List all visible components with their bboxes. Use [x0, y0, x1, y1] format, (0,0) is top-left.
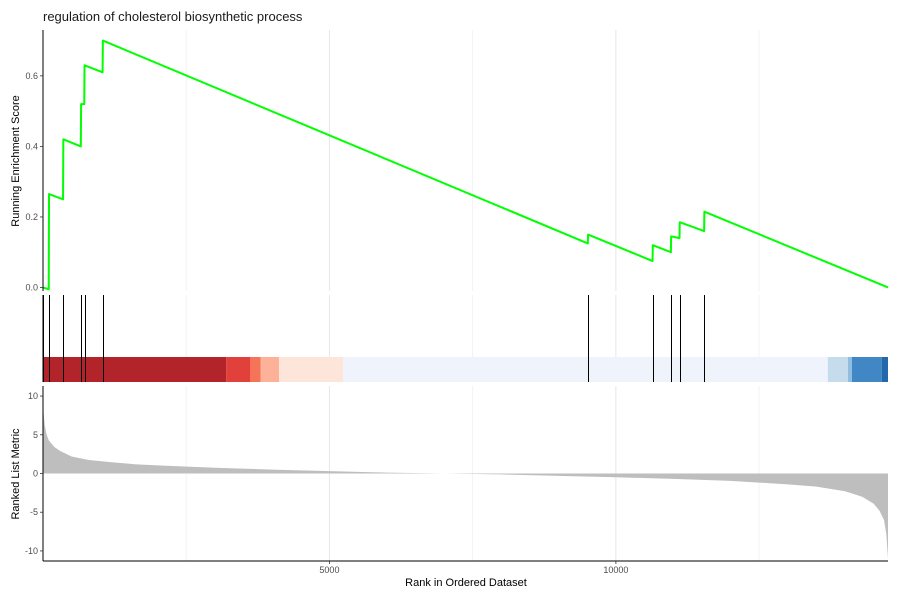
es-tick-label-3: 0.6	[25, 71, 38, 81]
metric-tick-label-1: 5	[33, 430, 38, 440]
enrichment-gridlines	[185, 30, 760, 291]
y-axis-label-metric: Ranked List Metric	[10, 428, 22, 520]
ranked-metric-fill	[43, 399, 888, 559]
metric-tick-label-3: -5	[30, 507, 38, 517]
metric-tick-label-0: 10	[28, 391, 38, 401]
color-band-6	[827, 357, 848, 382]
color-band-8	[851, 357, 882, 382]
color-band-9	[881, 357, 888, 382]
color-bands	[43, 357, 888, 382]
color-band-0	[43, 357, 227, 382]
color-band-1	[226, 357, 251, 382]
tick-labels: 0.0 0.2 0.4 0.6 10 5 0 -5 -10 5000 10000	[25, 71, 628, 575]
enrichment-score-line	[42, 39, 889, 291]
es-tick-label-1: 0.2	[25, 212, 38, 222]
color-band-5	[343, 357, 828, 382]
chart-title: regulation of cholesterol biosynthetic p…	[43, 9, 303, 24]
color-band-3	[260, 357, 280, 382]
y-axis-label-enrichment: Running Enrichment Score	[10, 95, 22, 226]
es-tick-label-2: 0.4	[25, 141, 38, 151]
es-tick-label-0: 0.0	[25, 282, 38, 292]
metric-tick-label-2: 0	[33, 469, 38, 479]
x-axis-label: Rank in Ordered Dataset	[405, 577, 527, 589]
x-tick-label-1: 10000	[603, 565, 628, 575]
metric-tick-label-4: -10	[25, 546, 38, 556]
color-band-7	[847, 357, 852, 382]
x-tick-label-0: 5000	[319, 565, 339, 575]
color-band-4	[279, 357, 344, 382]
running-enrichment-line	[42, 39, 889, 291]
color-band-2	[250, 357, 261, 382]
ranked-metric-area	[43, 399, 888, 559]
